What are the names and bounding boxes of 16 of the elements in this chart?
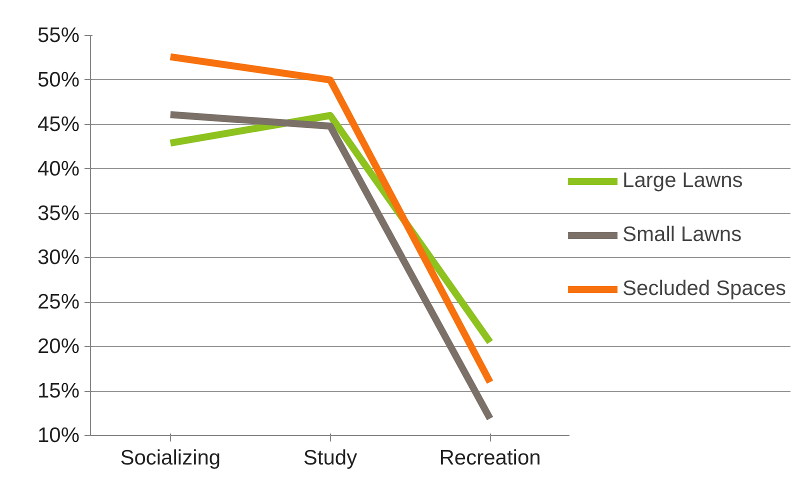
y-tick-label: 20% <box>37 335 80 358</box>
y-tick-label: 15% <box>37 380 80 403</box>
legend-label: Large Lawns <box>622 169 743 193</box>
y-tick-label: 50% <box>37 68 80 92</box>
x-tick-label: Recreation <box>439 446 541 470</box>
y-tick-label: 30% <box>37 246 80 270</box>
y-tick-label: 45% <box>37 112 80 136</box>
y-tick-label: 10% <box>37 424 80 447</box>
y-tick-label: 25% <box>37 290 80 314</box>
y-tick-label: 35% <box>37 202 80 225</box>
y-tick-label: 40% <box>37 157 80 180</box>
y-tick-label: 55% <box>37 24 80 47</box>
legend-label: Small Lawns <box>622 223 742 247</box>
x-tick-label: Socializing <box>120 446 221 470</box>
x-tick-label: Study <box>303 446 358 470</box>
legend-label: Secluded Spaces <box>622 277 786 301</box>
